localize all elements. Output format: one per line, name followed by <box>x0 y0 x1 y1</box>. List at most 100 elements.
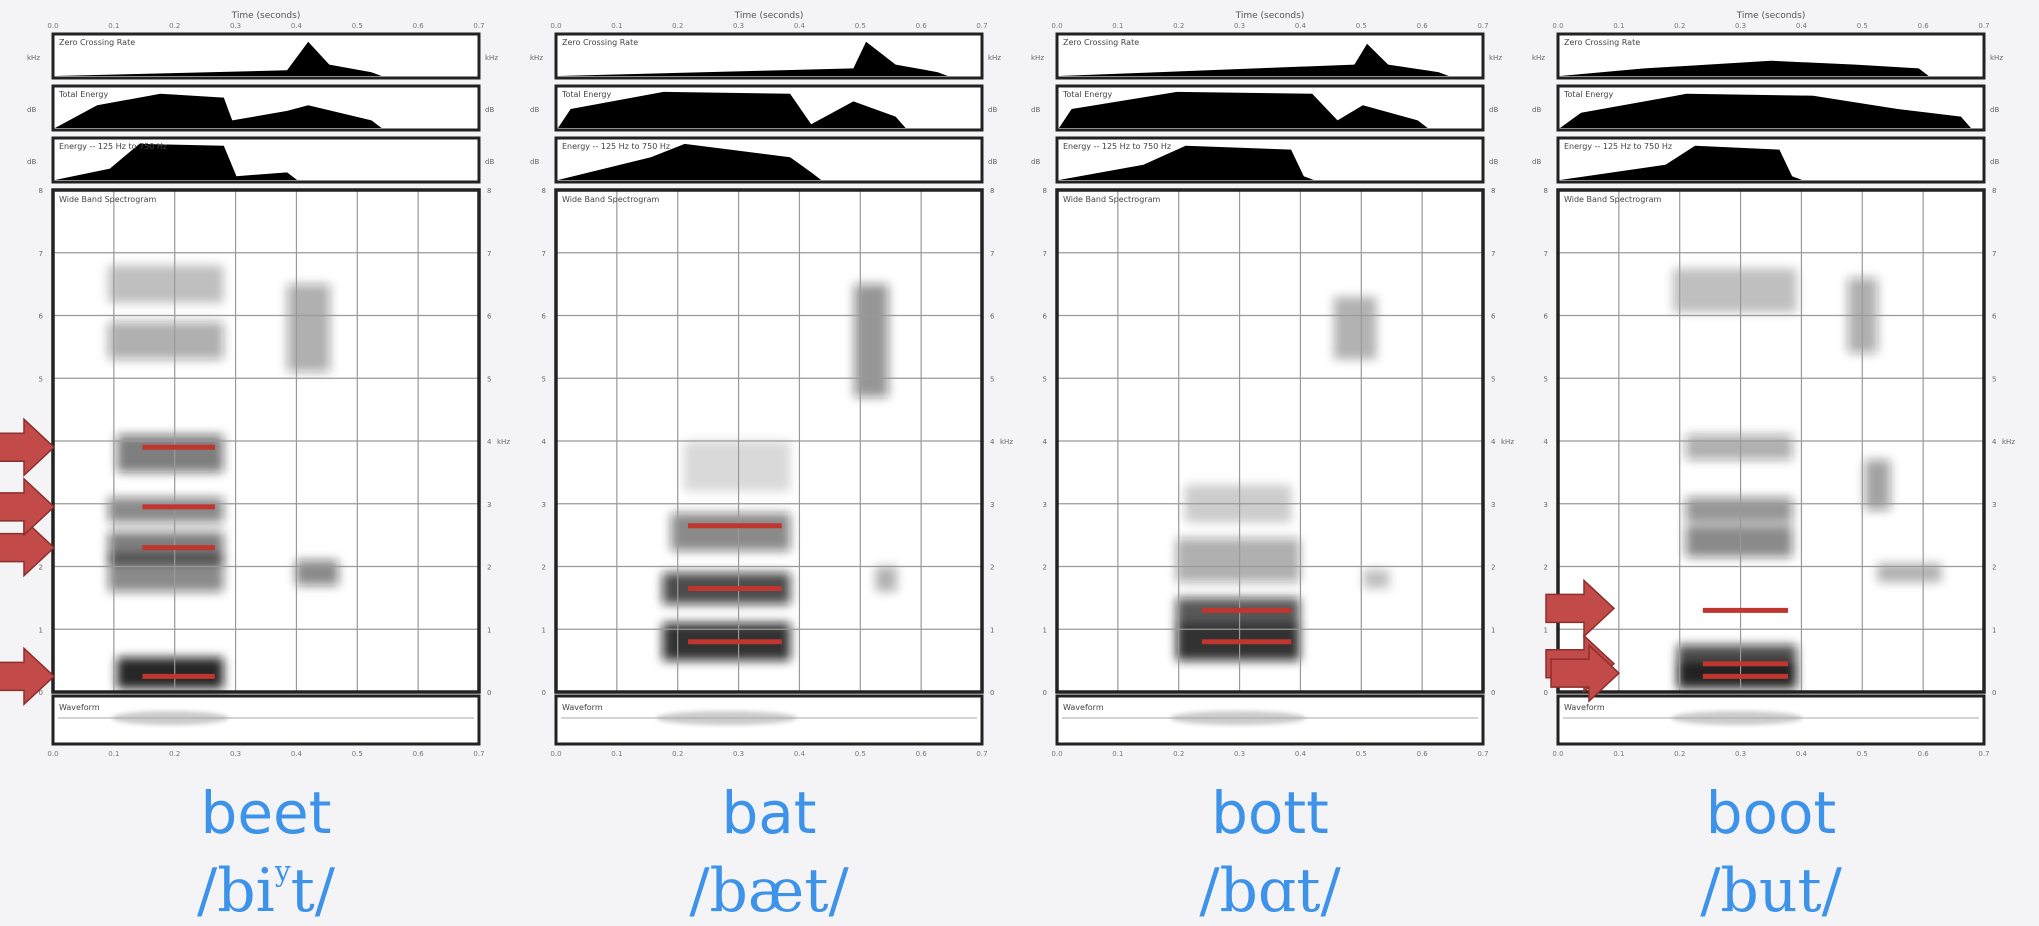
time-axis-title: Time (seconds) <box>1736 11 1806 21</box>
time-tick-top: 0.2 <box>1173 22 1184 30</box>
spectrogram-label: Wide Band Spectrogram <box>1063 195 1160 204</box>
energy-envelope <box>1560 93 1971 128</box>
spectrogram-band <box>1673 268 1797 313</box>
time-tick-top: 0.1 <box>1613 22 1624 30</box>
strip-label: Total Energy <box>1062 90 1113 99</box>
freq-tick-right: 7 <box>487 250 491 258</box>
freq-tick-right: 0 <box>990 689 994 697</box>
freq-tick-left: 3 <box>542 501 546 509</box>
energy-envelope <box>55 93 382 128</box>
time-tick-bottom: 0.4 <box>1796 750 1808 758</box>
word-label: bott <box>1211 779 1329 847</box>
time-tick-bottom: 0.6 <box>1417 750 1429 758</box>
time-tick-top: 0.2 <box>169 22 180 30</box>
spectrogram-band <box>295 560 339 586</box>
freq-tick-right: 7 <box>990 250 994 258</box>
spectrogram-band <box>1685 497 1793 523</box>
freq-tick-left: 8 <box>39 187 43 195</box>
energy-envelope <box>558 91 906 128</box>
spectrogram-band <box>116 434 224 473</box>
freq-tick-left: 4 <box>1544 438 1549 446</box>
freq-tick-right: 7 <box>1491 250 1495 258</box>
strip-label: Total Energy <box>58 90 109 99</box>
time-tick-top: 0.7 <box>976 22 987 30</box>
energy-envelope <box>1059 43 1449 76</box>
time-tick-top: 0.6 <box>1417 22 1429 30</box>
freq-tick-right: 5 <box>487 375 491 383</box>
energy-envelope <box>558 41 948 76</box>
freq-tick-right: 6 <box>1992 313 1997 321</box>
strip-unit-right: kHz <box>988 54 1001 62</box>
freq-tick-left: 1 <box>39 626 43 634</box>
strip-unit-left: dB <box>530 158 539 166</box>
time-tick-bottom: 0.6 <box>413 750 425 758</box>
freq-tick-right: 6 <box>990 313 995 321</box>
time-tick-bottom: 0.5 <box>1857 750 1868 758</box>
freq-tick-right: 2 <box>990 564 994 572</box>
time-tick-top: 0.7 <box>1477 22 1488 30</box>
spectrogram-unit-right: kHz <box>1501 438 1514 446</box>
spectrogram-band <box>1677 644 1797 671</box>
spectrogram-band <box>683 441 791 492</box>
strip-label: Total Energy <box>1563 90 1614 99</box>
time-tick-bottom: 0.1 <box>1112 750 1123 758</box>
strip-unit-left: dB <box>1532 158 1541 166</box>
energy-envelope <box>1059 145 1314 180</box>
freq-tick-left: 5 <box>542 375 546 383</box>
word-label: bat <box>721 779 817 847</box>
freq-tick-left: 8 <box>1544 187 1548 195</box>
spectrogram-label: Wide Band Spectrogram <box>1564 195 1661 204</box>
time-tick-top: 0.4 <box>291 22 303 30</box>
energy-envelope <box>55 143 298 180</box>
time-tick-top: 0.4 <box>1796 22 1808 30</box>
freq-tick-right: 4 <box>1992 438 1997 446</box>
strip-label: Zero Crossing Rate <box>1564 38 1640 47</box>
time-tick-bottom: 0.4 <box>291 750 303 758</box>
time-tick-bottom: 0.3 <box>230 750 241 758</box>
freq-tick-left: 2 <box>1043 564 1047 572</box>
time-tick-bottom: 0.0 <box>550 750 561 758</box>
freq-tick-right: 0 <box>1992 689 1996 697</box>
time-tick-top: 0.7 <box>1978 22 1989 30</box>
freq-tick-left: 7 <box>1043 250 1047 258</box>
spectrogram-band <box>1864 459 1891 511</box>
energy-envelope <box>1059 91 1428 128</box>
freq-tick-left: 0 <box>1544 689 1548 697</box>
time-tick-top: 0.7 <box>473 22 484 30</box>
time-tick-top: 0.5 <box>1857 22 1868 30</box>
freq-tick-left: 2 <box>542 564 546 572</box>
time-tick-top: 0.0 <box>1552 22 1563 30</box>
time-tick-top: 0.6 <box>413 22 425 30</box>
freq-tick-left: 8 <box>1043 187 1047 195</box>
time-tick-top: 0.6 <box>1918 22 1930 30</box>
spectrogram-band <box>1685 525 1793 558</box>
spectrogram-frame <box>554 188 984 694</box>
formant-arrow-icon <box>0 417 56 478</box>
freq-tick-right: 3 <box>487 501 491 509</box>
strip-label: Energy -- 125 Hz to 750 Hz <box>59 142 167 151</box>
freq-tick-left: 6 <box>542 313 547 321</box>
ipa-text: /bɑt/ <box>1199 856 1341 926</box>
energy-envelope <box>558 143 822 180</box>
freq-tick-left: 6 <box>1544 313 1549 321</box>
freq-tick-left: 6 <box>1043 313 1048 321</box>
freq-tick-right: 8 <box>487 187 491 195</box>
freq-tick-left: 4 <box>542 438 547 446</box>
ipa-label: /biyt/ <box>46 858 486 922</box>
strip-unit-left: kHz <box>1532 54 1545 62</box>
freq-tick-left: 0 <box>542 689 546 697</box>
freq-tick-right: 1 <box>1491 626 1495 634</box>
formant-arrow-icon <box>0 477 56 537</box>
time-tick-bottom: 0.3 <box>1234 750 1245 758</box>
spectrogram-unit-right: kHz <box>2002 438 2015 446</box>
freq-tick-right: 1 <box>1992 626 1996 634</box>
panel-bat: Time (seconds) 0.0 0.1 0.2 0.3 0.4 0.5 0.6 0.7 Ze… <box>530 11 1013 758</box>
strip-label: Total Energy <box>561 90 612 99</box>
strip-unit-left: dB <box>27 158 36 166</box>
strip-unit-left: kHz <box>27 54 40 62</box>
time-tick-top: 0.1 <box>611 22 622 30</box>
strip-unit-left: kHz <box>530 54 543 62</box>
spectrogram-energy <box>108 265 339 689</box>
strip-unit-left: dB <box>1532 106 1541 114</box>
